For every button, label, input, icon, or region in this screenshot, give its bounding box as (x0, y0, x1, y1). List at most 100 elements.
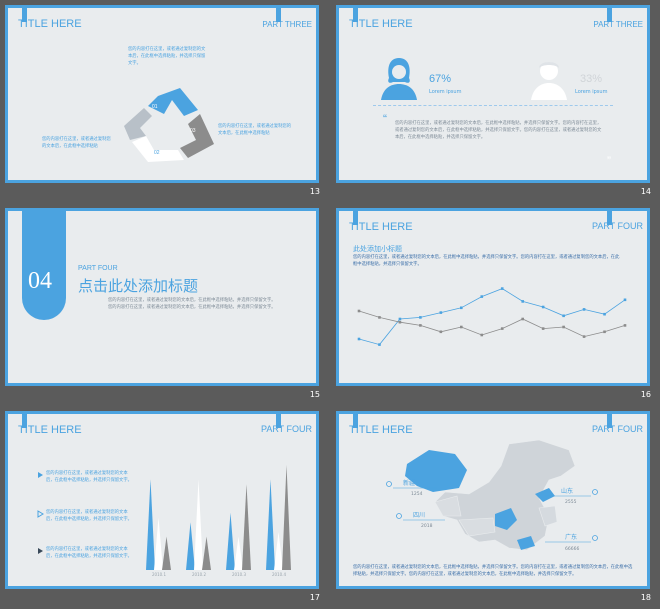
bullet-text-1: 您的内容打在这里，或者通过复制您的文本后，在此框中选择粘贴，并选择只保留文字。 (46, 471, 132, 483)
triangle-bar (186, 522, 195, 570)
category-label: 2010.3 (232, 572, 246, 577)
triangle-bar (282, 465, 291, 570)
city-callouts: 新疆 1254 山东 2555 四川 2018 广东 66666 (386, 479, 598, 552)
triangle-bar (162, 536, 171, 570)
slide-thumbnail-16[interactable]: TITLE HERE PART FOUR 此处添加小标题 您的内容打在这里，或者… (331, 203, 655, 401)
data-point (398, 317, 402, 321)
part-tab (607, 211, 612, 225)
city-value: 2555 (565, 499, 577, 505)
triangle-bar (226, 512, 235, 570)
slide-number: 14 (640, 187, 651, 196)
divider-line (373, 105, 613, 106)
arrow-label-01: 01 (152, 104, 158, 110)
data-point (582, 335, 586, 338)
title-tab (22, 8, 27, 22)
triangle-bar (234, 536, 243, 570)
body-text: 您的内容打在这里，或者通过复制您的文本后，在此框中选择粘贴，并选择只保留文字。您… (353, 565, 633, 577)
city-callout-xinjiang: 新疆 1254 (386, 479, 437, 497)
slide-number: 15 (309, 390, 320, 399)
bullet-text-3: 您的内容打在这里，或者通过复制您的文本后，在此框中选择粘贴，并选择只保留文字。 (46, 547, 132, 559)
slide-thumbnail-15[interactable]: 04 PART FOUR 点击此处添加标题 您的内容打在这里，或者通过复制您的文… (0, 203, 324, 401)
city-callout-sichuan: 四川 2018 (396, 512, 445, 529)
recycle-arrows-graphic: 01 02 03 (124, 88, 214, 162)
section-heading: 点击此处添加标题 (78, 277, 199, 295)
triangle-bar (266, 479, 275, 570)
city-name: 山东 (561, 487, 573, 495)
slide-14: TITLE HERE PART THREE 67% Lorem ipsum 33… (336, 5, 650, 183)
part-tab (607, 414, 612, 428)
slide-title: TITLE HERE (18, 18, 82, 30)
data-point (419, 324, 422, 327)
region-qinghai (434, 495, 462, 517)
section-number: 04 (28, 268, 52, 294)
title-tab (353, 8, 358, 22)
data-point (398, 320, 402, 324)
category-label: 2010.1 (152, 572, 166, 577)
slide-thumbnail-17[interactable]: TITLE HERE PART FOUR 您的内容打在这里，或者通过复制您的文本… (0, 406, 324, 604)
slide-thumbnail-14[interactable]: TITLE HERE PART THREE 67% Lorem ipsum 33… (331, 0, 655, 198)
data-point (541, 327, 545, 330)
arrow-label-03: 03 (190, 128, 196, 134)
data-point (480, 295, 484, 298)
female-label: Lorem ipsum (429, 89, 462, 95)
slide-number: 18 (640, 593, 651, 602)
data-point (603, 312, 606, 316)
slide-13: TITLE HERE PART THREE 您的内容打在这里，或者通过复制您的文… (5, 5, 319, 183)
title-tab (22, 414, 27, 428)
category-label: 2010.2 (192, 572, 206, 577)
text-block-top: 您的内容打在这里，或者通过复制您的文本后，在此框中选择粘贴，并选择只保留文字。 (128, 47, 206, 66)
part-label: PART THREE (262, 20, 312, 29)
triangle-bar (202, 536, 211, 570)
part-label: PART FOUR (591, 221, 643, 231)
slide-18: TITLE HERE PART FOUR 新疆 1254 山东 25 (336, 411, 650, 589)
data-point (439, 311, 443, 314)
arrow-label-02: 02 (154, 150, 160, 156)
part-tab (276, 8, 281, 22)
male-person-icon (531, 62, 567, 100)
data-point (623, 298, 627, 302)
series-line-2 (358, 310, 626, 338)
slide-17: TITLE HERE PART FOUR 您的内容打在这里，或者通过复制您的文本… (5, 411, 319, 589)
slide-thumbnail-13[interactable]: TITLE HERE PART THREE 您的内容打在这里，或者通过复制您的文… (0, 0, 324, 198)
triangle-bar (194, 479, 203, 570)
data-point (419, 316, 422, 319)
data-point (460, 325, 463, 329)
data-point (378, 316, 381, 319)
triangle-bar (154, 517, 163, 570)
triangle-bar (274, 531, 283, 570)
part-label: PART FOUR (260, 424, 312, 434)
region-guangdong (517, 536, 535, 550)
city-value: 2018 (421, 523, 433, 529)
part-label: PART FOUR (591, 424, 643, 434)
quote-open: “ (383, 112, 387, 126)
part-label: PART FOUR (78, 265, 118, 272)
data-point (582, 308, 586, 311)
category-label: 2010.4 (272, 572, 286, 577)
section-band (22, 211, 66, 320)
slide-15: 04 PART FOUR 点击此处添加标题 您的内容打在这里，或者通过复制您的文… (5, 208, 319, 386)
slide-number: 13 (309, 187, 320, 196)
series-line-1 (358, 288, 626, 346)
bullet-text-2: 您的内容打在这里，或者通过复制您的文本后，在此框中选择粘贴，并选择只保留文字。 (46, 510, 132, 522)
male-percent: 33% (580, 73, 603, 85)
bullet-arrow-icon (38, 472, 43, 478)
data-point (357, 337, 361, 341)
region-sichuan (495, 508, 517, 530)
china-map (405, 439, 576, 551)
slide-thumbnail-18[interactable]: TITLE HERE PART FOUR 新疆 1254 山东 25 (331, 406, 655, 604)
quote-close: ” (607, 154, 611, 168)
data-point (603, 330, 606, 334)
city-callout-shandong: 山东 2555 (545, 487, 598, 505)
female-person-icon (381, 58, 417, 100)
region-shandong (535, 488, 555, 502)
triangle-bar (146, 479, 155, 570)
data-point (357, 309, 361, 313)
region-east (538, 505, 558, 527)
slide-title: TITLE HERE (349, 221, 413, 233)
body-text: 您的内容打在这里，或者通过复制您的文本后，在此框中选择粘贴，并选择只保留文字。您… (353, 255, 620, 267)
slide-title: TITLE HERE (349, 18, 413, 30)
data-point (378, 343, 381, 346)
male-label: Lorem ipsum (575, 89, 608, 95)
chart-subtitle: 此处添加小标题 (353, 245, 402, 253)
region-xinjiang (405, 450, 467, 492)
